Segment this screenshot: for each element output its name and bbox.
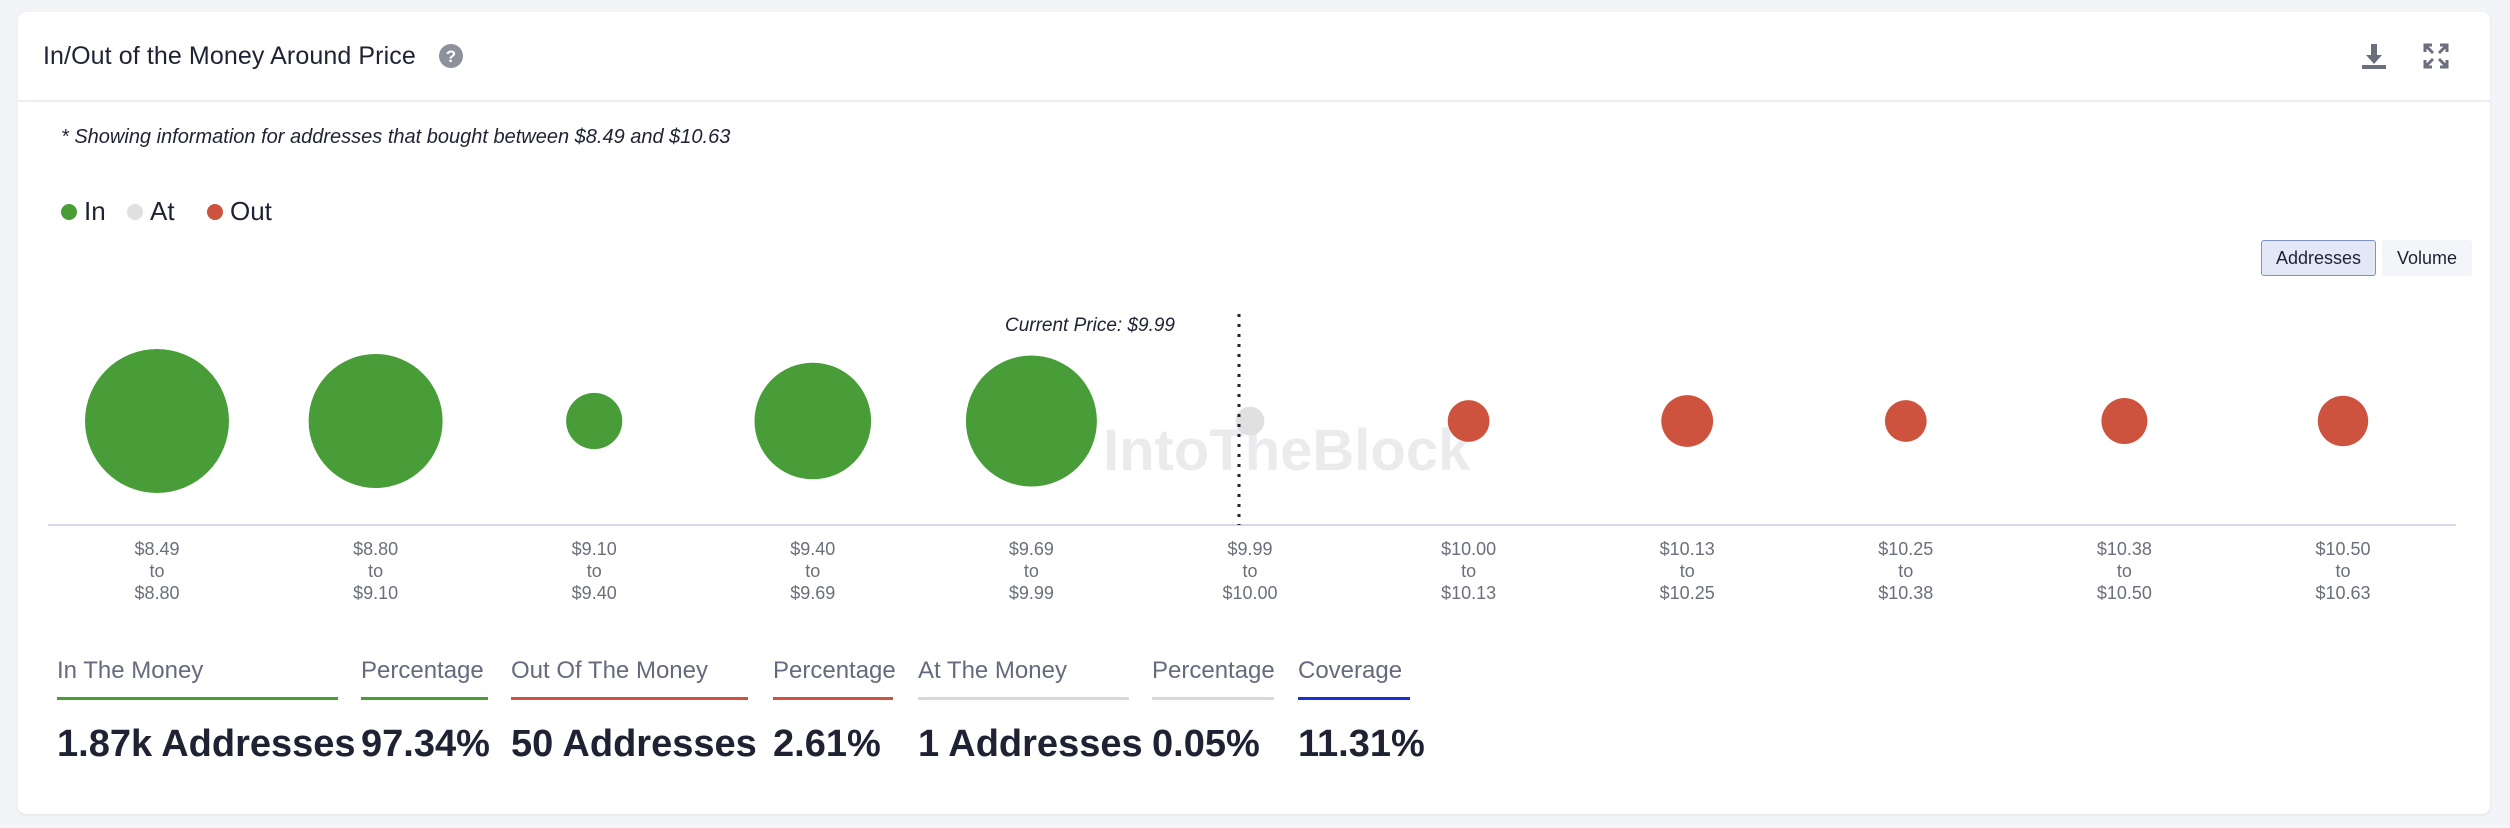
range-note: * Showing information for addresses that… [61,126,731,148]
stat-underline [57,697,338,700]
watermark-text: IntoTheBlock [1103,418,1471,483]
download-icon[interactable] [2358,40,2390,72]
stat-value: 0.05% [1152,723,1260,765]
expand-icon[interactable] [2420,40,2452,72]
x-tick-label: $10.00 to $10.13 [1441,539,1496,603]
bubble-out[interactable] [1661,395,1714,447]
stat-value: 1 Addresses [918,723,1143,765]
bubble-out[interactable] [2317,395,2369,447]
legend-at-label: At [150,196,175,226]
stat-underline [1152,697,1274,700]
stat-value: 1.87k Addresses [57,723,356,765]
x-tick-label: $9.40 to $9.69 [790,539,835,603]
stat-underline [361,697,488,700]
bubble-in[interactable] [566,392,623,450]
stat-value: 11.31% [1298,723,1425,765]
bubble-at[interactable] [1235,406,1265,436]
legend-out-dot [207,204,223,220]
x-tick-label: $10.25 to $10.38 [1878,539,1933,603]
x-tick-label: $8.80 to $9.10 [353,539,398,603]
stat-underline [918,697,1129,700]
x-axis-labels: $8.49 to $8.80 $8.80 to $9.10 $9.10 to $9.40 $9.4… [134,539,2370,603]
stats-row: In The Money 1.87k Addresses Percentage … [18,657,2490,787]
card-header: In/Out of the Money Around Price ? [18,12,2490,102]
addresses-toggle-button[interactable]: Addresses [2261,240,2376,276]
legend-at-dot [127,204,143,220]
stat-at-the-money: At The Money 1 Addresses [918,657,1143,765]
stat-underline [773,697,893,700]
x-tick-label: $10.13 to $10.25 [1660,539,1715,603]
volume-toggle-button[interactable]: Volume [2382,240,2472,276]
bubble-chart: IntoTheBlock $8.49 to $8.80 $8.80 to $9.10 $9.… [48,314,2456,603]
x-tick-label: $9.10 to $9.40 [572,539,617,603]
stat-value: 2.61% [773,723,881,765]
stat-value: 97.34% [361,723,490,765]
stat-at-percentage: Percentage 0.05% [1152,657,1275,765]
stat-underline [1298,697,1410,700]
question-circle-icon[interactable]: ? [438,43,464,69]
bubble-out[interactable] [2101,398,2148,444]
stat-label: Percentage [773,657,896,684]
bubble-out[interactable] [1447,400,1490,442]
legend-in-dot [61,204,77,220]
stat-in-the-money: In The Money 1.87k Addresses [57,657,356,765]
bubble-in[interactable] [754,362,872,480]
bubble-out[interactable] [1884,400,1927,442]
stat-label: At The Money [918,657,1067,684]
iomap-card: In/Out of the Money Around Price ? * Sho… [18,12,2490,814]
stat-label: Percentage [1152,657,1275,684]
bubble-in[interactable] [308,354,443,488]
stat-label: Percentage [361,657,484,684]
bubble-in[interactable] [85,349,229,493]
bubble-in[interactable] [965,355,1097,487]
x-tick-label: $9.69 to $9.99 [1009,539,1054,603]
x-tick-label: $8.49 to $8.80 [134,539,179,603]
stat-label: Out Of The Money [511,657,708,684]
legend-out-label: Out [230,196,272,226]
x-tick-label: $10.38 to $10.50 [2097,539,2152,603]
stat-coverage: Coverage 11.31% [1298,657,1425,765]
stat-underline [511,697,748,700]
legend-in-label: In [84,196,106,226]
stat-value: 50 Addresses [511,723,757,765]
stat-label: Coverage [1298,657,1403,684]
card-title: In/Out of the Money Around Price [43,42,416,70]
stat-out-of-the-money: Out Of The Money 50 Addresses [511,657,757,765]
stat-in-percentage: Percentage 97.34% [361,657,490,765]
x-tick-label: $9.99 to $10.00 [1222,539,1277,603]
current-price-label: Current Price: $9.99 [1005,315,1175,336]
svg-text:?: ? [446,47,456,66]
stat-out-percentage: Percentage 2.61% [773,657,896,765]
stat-label: In The Money [57,657,204,684]
x-tick-label: $10.50 to $10.63 [2315,539,2370,603]
bubble-series [85,349,2369,493]
